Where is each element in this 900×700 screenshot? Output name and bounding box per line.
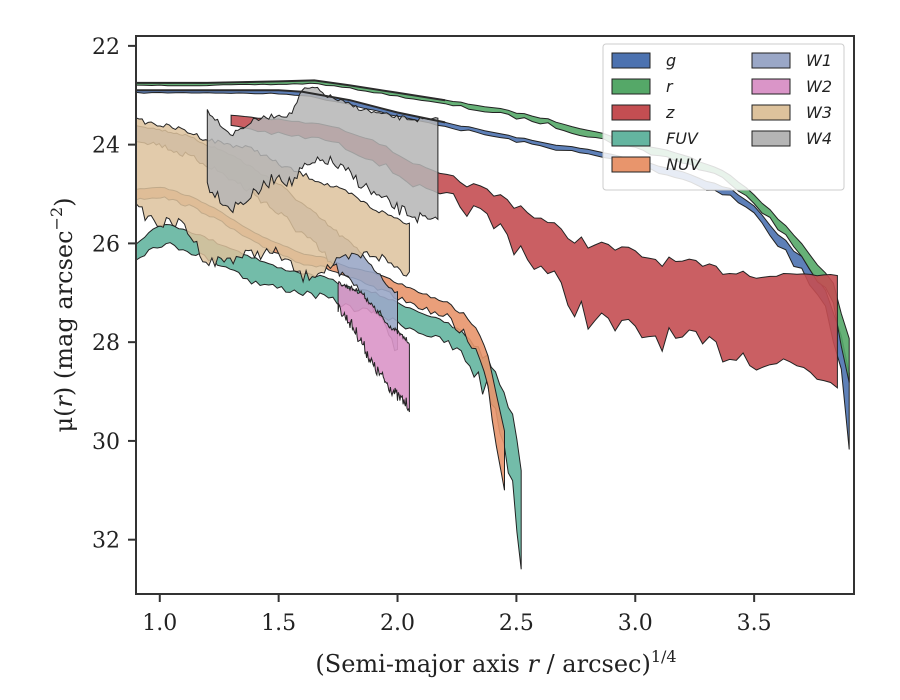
y-tick-label: 24	[92, 134, 120, 159]
x-tick-label: 3.0	[618, 611, 653, 636]
x-tick-label: 1.0	[142, 611, 177, 636]
y-tick-label: 22	[92, 35, 120, 60]
y-tick-label: 32	[92, 529, 120, 554]
band-w2	[337, 280, 410, 413]
x-tick-label: 3.5	[737, 611, 772, 636]
legend-swatch-z	[611, 104, 651, 121]
x-tick-label: 2.5	[499, 611, 534, 636]
legend-label-w2: W2	[806, 77, 832, 96]
legend-label-z: z	[665, 103, 675, 122]
x-axis-label: (Semi-major axis r / arcsec)1/4	[315, 647, 676, 678]
envelope-line-g	[136, 89, 446, 124]
legend-label-fuv: FUV	[666, 129, 699, 148]
envelope-line-r	[136, 79, 446, 102]
x-tick-label: 1.5	[261, 611, 296, 636]
legend-swatch-w1	[751, 52, 791, 69]
legend-swatch-nuv	[611, 156, 651, 173]
legend: grz FUV NUV W1 W2 W3 W4	[602, 43, 845, 191]
legend-swatch-r	[611, 78, 651, 95]
band-fuv	[136, 223, 522, 570]
y-tick-label: 30	[92, 430, 120, 455]
legend-label-w3: W3	[806, 103, 832, 122]
legend-label-w1: W1	[806, 51, 832, 70]
x-tick-label: 2.0	[380, 611, 415, 636]
y-axis-ticks: 22 24 26 28 30 32	[92, 35, 136, 554]
band-w4	[206, 86, 439, 224]
legend-label-r: r	[666, 77, 674, 96]
legend-swatch-fuv	[611, 130, 651, 147]
legend-swatch-w2	[751, 78, 791, 95]
legend-swatch-g	[611, 52, 651, 69]
legend-label-nuv: NUV	[666, 155, 702, 174]
y-tick-label: 26	[92, 232, 120, 257]
legend-label-g: g	[666, 51, 676, 70]
x-axis-ticks: 1.0 1.5 2.0 2.5 3.0 3.5	[142, 594, 772, 636]
y-tick-label: 28	[92, 331, 120, 356]
outer-envelope-lines	[136, 79, 446, 124]
legend-label-w4: W4	[806, 129, 832, 148]
legend-swatch-w4	[751, 130, 791, 147]
plot-frame	[135, 35, 855, 595]
y-axis-label: μ(r) (mag arcsec−2)	[47, 197, 78, 432]
legend-swatch-w3	[751, 104, 791, 121]
